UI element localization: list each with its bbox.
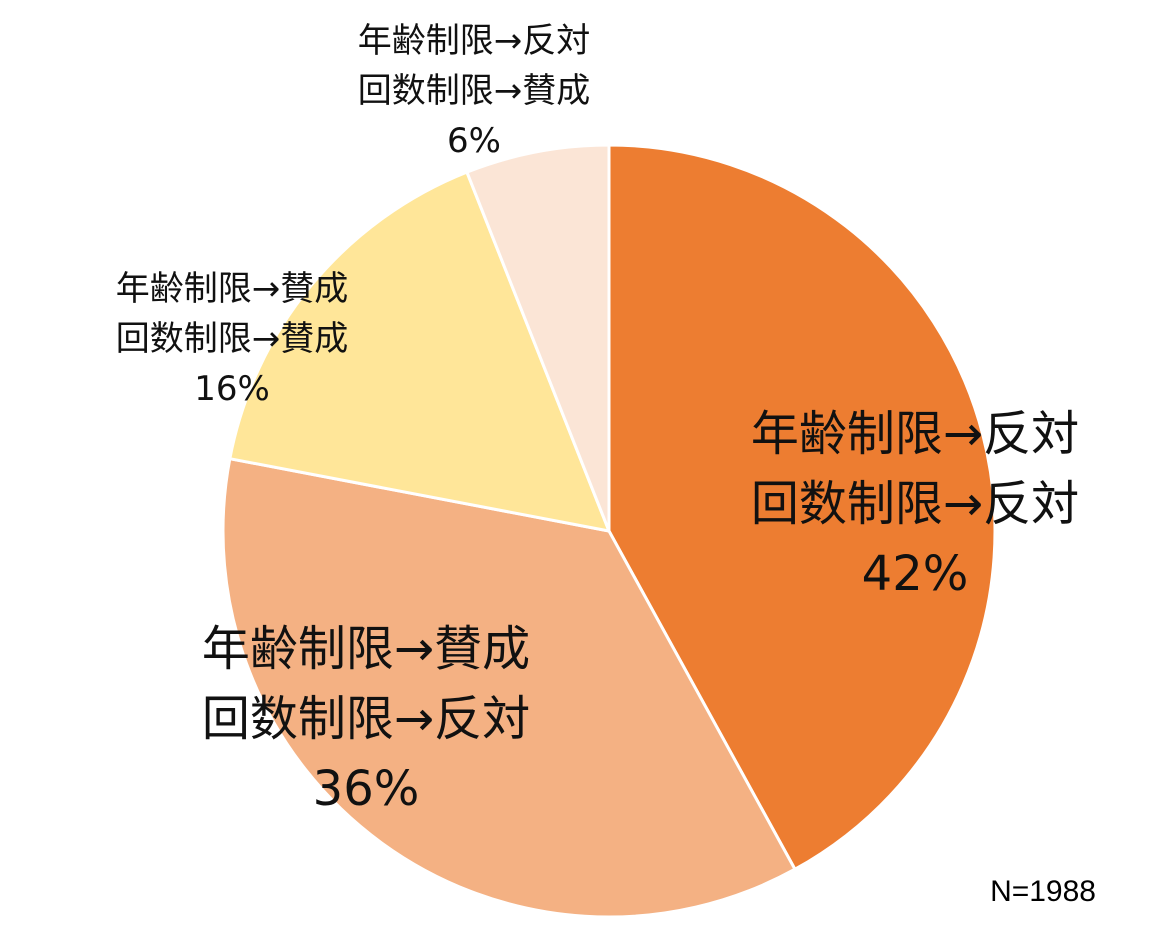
sample-size-note: N=1988: [990, 875, 1096, 908]
pie-slice-1: [607, 143, 997, 872]
slice-label-1: 年齢制限→反対回数制限→反対 42%: [751, 406, 1079, 602]
slice-label-2: 年齢制限→賛成回数制限→反対 36%: [202, 621, 530, 817]
slice-percent: 6%: [447, 121, 501, 161]
pie-slice-3: [228, 170, 612, 533]
slice-label-line: 回数制限→賛成: [116, 319, 349, 359]
slice-percent: 36%: [313, 761, 420, 817]
slice-label-4: 年齢制限→反対回数制限→賛成 6%: [358, 21, 591, 161]
slice-label-line: 年齢制限→賛成: [116, 269, 349, 309]
pie-labels: 年齢制限→反対回数制限→反対 42%年齢制限→賛成回数制限→反対 36%年齢制限→賛…: [116, 21, 1079, 817]
slice-label-line: 回数制限→賛成: [358, 71, 591, 111]
slice-label-line: 年齢制限→賛成: [202, 621, 530, 677]
slice-percent: 16%: [194, 369, 270, 409]
slice-label-line: 回数制限→反対: [751, 476, 1079, 532]
slice-label-line: 年齢制限→反対: [358, 21, 591, 61]
pie-slices: [221, 143, 997, 919]
slice-label-line: 年齢制限→反対: [751, 406, 1079, 462]
slice-percent: 42%: [862, 546, 969, 602]
slice-label-3: 年齢制限→賛成回数制限→賛成 16%: [116, 269, 349, 409]
pie-slice-4: [464, 143, 611, 532]
pie-slice-2: [221, 456, 797, 919]
slice-label-line: 回数制限→反対: [202, 691, 530, 747]
